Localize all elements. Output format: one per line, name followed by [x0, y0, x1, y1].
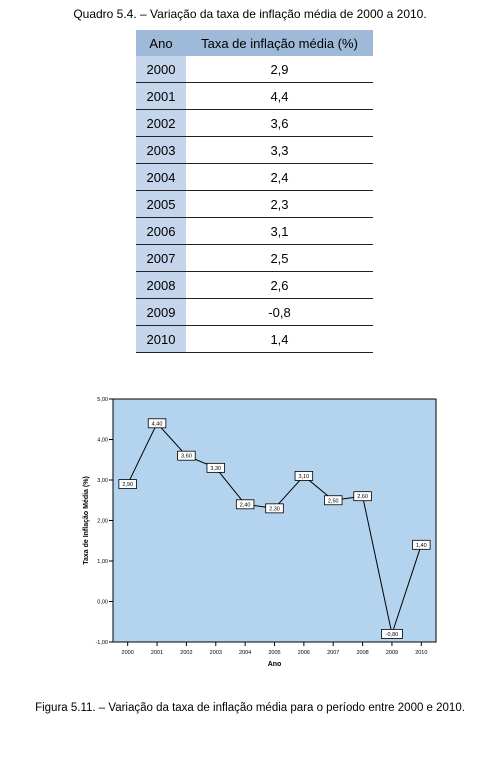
figure-caption: Figura 5.11. – Variação da taxa de infla…: [35, 702, 465, 714]
data-label-box: [147, 418, 167, 429]
y-tick-label: -1,00: [95, 640, 108, 646]
year-cell: 2006: [136, 217, 186, 245]
data-label: 4,40: [152, 421, 163, 427]
x-tick-label: 2006: [298, 650, 310, 656]
y-tick-label: 2,00: [97, 519, 108, 525]
header-rate: Taxa de inflação média (%): [186, 30, 373, 56]
plot-area: [112, 398, 437, 643]
year-cell: 2001: [136, 82, 186, 110]
data-label-box: [118, 479, 137, 489]
data-label-box: [381, 628, 403, 639]
inflation-line-chart: -1,00 0,00 1,00 2,00 3,00 4,00 5,00 2000 2001 200…: [83, 397, 437, 668]
year-cell: 2009: [136, 298, 186, 326]
table-row: 2005 2,3: [136, 190, 373, 218]
table-row: 2003 3,3: [136, 136, 373, 164]
rate-cell: 3,3: [186, 136, 373, 164]
year-cell: 2004: [136, 163, 186, 191]
data-label: 1,40: [416, 543, 427, 549]
year-cell: 2010: [136, 325, 186, 353]
year-cell: 2007: [136, 244, 186, 272]
rate-cell: 3,6: [186, 109, 373, 137]
year-cell: 2005: [136, 190, 186, 218]
data-label: 2,30: [269, 506, 280, 512]
table-row: 2009 -0,8: [136, 298, 373, 326]
data-label: 2,40: [240, 502, 251, 508]
x-tick-label: 2004: [239, 650, 251, 656]
rate-cell: 2,4: [186, 163, 373, 191]
data-label-box: [235, 499, 255, 510]
year-cell: 2003: [136, 136, 186, 164]
data-label: -0,80: [386, 632, 399, 638]
rate-cell: 2,5: [186, 244, 373, 272]
rate-cell: 4,4: [186, 82, 373, 110]
data-label: 2,50: [328, 498, 339, 504]
x-tick-label: 2003: [210, 650, 222, 656]
data-label-box: [177, 450, 196, 461]
x-tick-label: 2002: [180, 650, 192, 656]
data-label: 3,10: [299, 474, 310, 480]
y-axis-label: Taxa de Inflação Média (%): [83, 476, 90, 565]
table-row: 2004 2,4: [136, 163, 373, 191]
data-label: 3,30: [210, 466, 221, 472]
data-label-box: [206, 462, 225, 473]
y-tick-label: 5,00: [97, 397, 108, 403]
data-label-box: [353, 491, 372, 502]
y-tick-label: 3,00: [97, 478, 108, 484]
data-label-box: [412, 539, 431, 550]
x-tick-label: 2000: [122, 650, 134, 656]
rate-cell: 2,6: [186, 271, 373, 299]
inflation-table: Ano Taxa de inflação média (%) 2000 2,9 2…: [136, 30, 373, 353]
rate-cell: 2,3: [186, 190, 373, 218]
table-row: 2007 2,5: [136, 244, 373, 272]
x-tick-label: 2001: [151, 650, 163, 656]
table-caption: Quadro 5.4. – Variação da taxa de inflaç…: [73, 7, 427, 21]
rate-cell: 2,9: [186, 56, 373, 83]
table-row: 2010 1,4: [136, 325, 373, 353]
y-tick-label: 1,00: [97, 559, 108, 565]
y-tick-label: 0,00: [97, 600, 108, 606]
year-cell: 2000: [136, 56, 186, 83]
data-label-box: [294, 471, 314, 481]
rate-cell: -0,8: [186, 298, 373, 326]
data-label-box: [265, 503, 284, 514]
x-tick-label: 2008: [356, 650, 368, 656]
table-header-row: Ano Taxa de inflação média (%): [136, 30, 373, 56]
table-row: 2001 4,4: [136, 82, 373, 110]
data-label-box: [324, 495, 343, 506]
x-tick-label: 2010: [415, 650, 427, 656]
x-tick-label: 2007: [327, 650, 339, 656]
header-year: Ano: [136, 30, 186, 56]
year-cell: 2008: [136, 271, 186, 299]
data-label: 2,60: [357, 494, 368, 500]
table-row: 2006 3,1: [136, 217, 373, 245]
table-row: 2000 2,9: [136, 56, 373, 83]
rate-cell: 1,4: [186, 325, 373, 353]
x-axis-label: Ano: [268, 661, 282, 668]
y-tick-label: 4,00: [97, 438, 108, 444]
x-tick-label: 2009: [386, 650, 398, 656]
data-label: 3,60: [181, 454, 192, 460]
rate-cell: 3,1: [186, 217, 373, 245]
table-row: 2008 2,6: [136, 271, 373, 299]
data-label: 2,90: [122, 482, 133, 488]
year-cell: 2002: [136, 109, 186, 137]
x-tick-label: 2005: [268, 650, 280, 656]
table-row: 2002 3,6: [136, 109, 373, 137]
